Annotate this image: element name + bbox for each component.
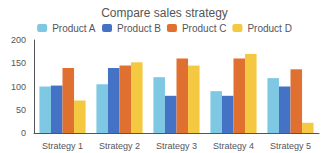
svg-text:50: 50 (16, 105, 26, 115)
svg-text:Product A: Product A (52, 23, 96, 34)
svg-text:Compare sales strategy: Compare sales strategy (101, 6, 228, 20)
svg-text:Strategy 4: Strategy 4 (213, 141, 254, 151)
svg-text:Strategy 1: Strategy 1 (42, 141, 83, 151)
svg-text:Strategy 5: Strategy 5 (270, 141, 311, 151)
svg-text:0: 0 (21, 128, 26, 138)
svg-text:150: 150 (11, 58, 26, 68)
svg-text:Product C: Product C (182, 23, 226, 34)
svg-text:200: 200 (11, 35, 26, 45)
svg-text:Strategy 3: Strategy 3 (156, 141, 197, 151)
svg-text:100: 100 (11, 82, 26, 92)
svg-text:Strategy 2: Strategy 2 (99, 141, 140, 151)
svg-text:Product B: Product B (117, 23, 161, 34)
svg-text:Product D: Product D (247, 23, 291, 34)
